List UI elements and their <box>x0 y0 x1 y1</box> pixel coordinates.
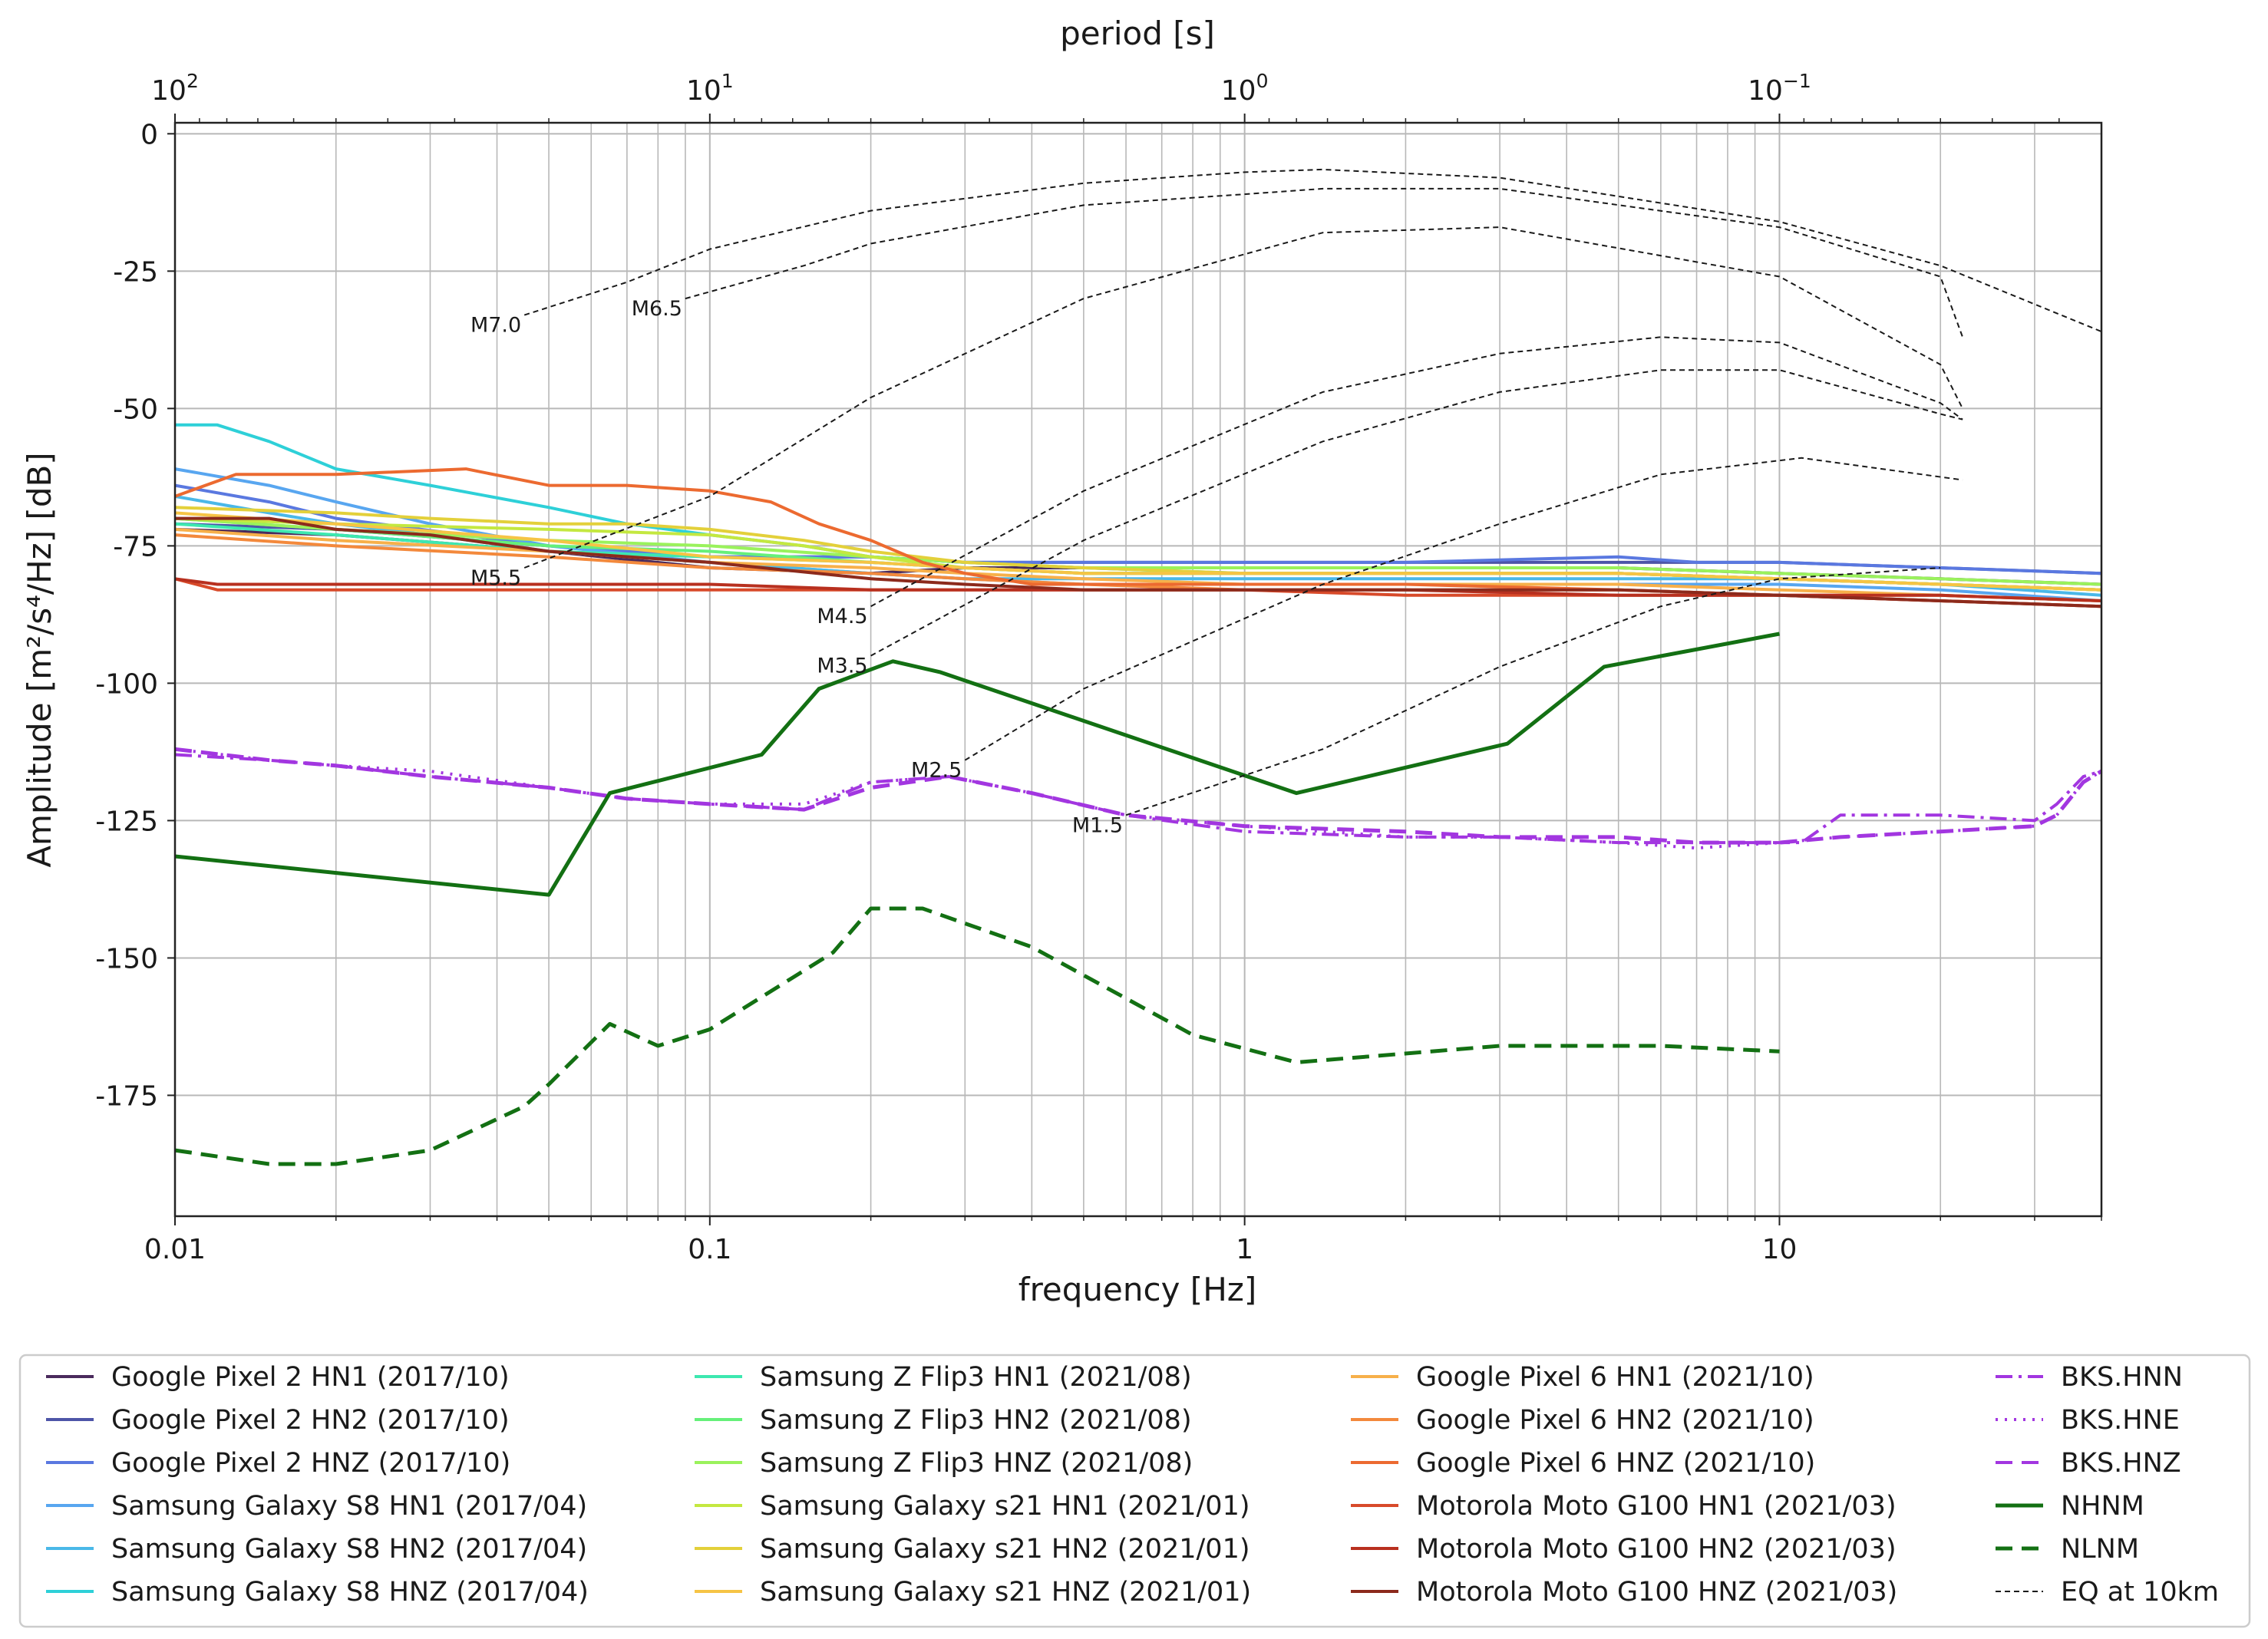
legend-entry-motorola-moto-g100-hn1-2021-03: Motorola Moto G100 HN1 (2021/03) <box>1416 1491 1897 1522</box>
legend-entry-bks-hnz: BKS.HNZ <box>2061 1448 2181 1479</box>
eq-curve-m2-5 <box>964 457 1963 761</box>
eq-label-m3-5: M3.5 <box>817 655 867 678</box>
eq-curve-m7-0 <box>523 168 2102 333</box>
y-tick-label: -175 <box>95 1080 158 1112</box>
eq-label-m6-5: M6.5 <box>632 297 682 321</box>
series-line-bks-hnz <box>174 747 2103 845</box>
legend-entry-google-pixel-2-hn1-2017-10: Google Pixel 2 HN1 (2017/10) <box>111 1362 510 1393</box>
eq-curve-m3-5 <box>870 369 1963 657</box>
eq-label-m1-5: M1.5 <box>1072 813 1123 837</box>
eq-curve-m5-5 <box>523 226 1963 569</box>
series-line-motorola-moto-g100-hnz-2021-03 <box>175 516 2102 608</box>
x-axis-label: frequency [Hz] <box>1018 1271 1256 1308</box>
legend-entry-samsung-galaxy-s21-hn2-2021-01: Samsung Galaxy s21 HN2 (2021/01) <box>760 1534 1250 1565</box>
eq-label-m4-5: M4.5 <box>817 605 867 628</box>
legend-entry-samsung-z-flip3-hn1-2021-08: Samsung Z Flip3 HN1 (2021/08) <box>760 1362 1192 1393</box>
legend-entry-eq-at-10km: EQ at 10km <box>2061 1577 2219 1608</box>
legend-entry-google-pixel-6-hnz-2021-10: Google Pixel 6 HNZ (2021/10) <box>1416 1448 1815 1479</box>
legend-entry-google-pixel-2-hnz-2017-10: Google Pixel 2 HNZ (2017/10) <box>111 1448 510 1479</box>
y-tick-label: -100 <box>95 668 158 700</box>
top-tick-label: 102 <box>151 70 199 107</box>
legend-entry-samsung-z-flip3-hn2-2021-08: Samsung Z Flip3 HN2 (2021/08) <box>760 1405 1192 1436</box>
grid-lines <box>174 123 2102 1216</box>
y-tick-label: 0 <box>140 119 158 150</box>
y-tick-label: -75 <box>113 531 158 562</box>
legend-entry-bks-hne: BKS.HNE <box>2061 1405 2180 1436</box>
series-line-nlnm <box>174 906 1780 1166</box>
eq-curve-m6-5 <box>685 187 1964 338</box>
legend-entry-samsung-galaxy-s21-hnz-2021-01: Samsung Galaxy s21 HNZ (2021/01) <box>760 1577 1251 1608</box>
y-tick-label: -125 <box>95 806 158 837</box>
legend-entry-bks-hnn: BKS.HNN <box>2061 1362 2183 1393</box>
legend-entry-samsung-galaxy-s21-hn1-2021-01: Samsung Galaxy s21 HN1 (2021/01) <box>760 1491 1250 1522</box>
legend-entry-samsung-galaxy-s8-hn2-2017-04: Samsung Galaxy S8 HN2 (2017/04) <box>111 1534 587 1565</box>
legend-entry-samsung-z-flip3-hnz-2021-08: Samsung Z Flip3 HNZ (2021/08) <box>760 1448 1193 1479</box>
y-tick-label: -150 <box>95 943 158 974</box>
legend-entry-motorola-moto-g100-hn2-2021-03: Motorola Moto G100 HN2 (2021/03) <box>1416 1534 1897 1565</box>
top-axis-ticks: 102 101 100 10−1 <box>151 70 2060 123</box>
legend-entry-motorola-moto-g100-hnz-2021-03: Motorola Moto G100 HNZ (2021/03) <box>1416 1577 1897 1608</box>
eq-curve-m4-5 <box>870 336 1963 608</box>
top-tick-label: 10−1 <box>1748 70 1811 107</box>
legend: Google Pixel 2 HN1 (2017/10) Google Pixel… <box>18 1354 2251 1628</box>
legend-entry-samsung-galaxy-s8-hn1-2017-04: Samsung Galaxy S8 HN1 (2017/04) <box>111 1491 587 1522</box>
legend-frame <box>18 1354 2251 1628</box>
top-tick-label: 100 <box>1221 70 1269 107</box>
series-line-samsung-galaxy-s21-hnz-2021-01 <box>174 511 2102 592</box>
y-tick-label: -50 <box>113 394 158 425</box>
x-tick-label: 10 <box>1762 1234 1798 1265</box>
legend-entry-google-pixel-2-hn2-2017-10: Google Pixel 2 HN2 (2017/10) <box>111 1405 510 1436</box>
legend-entry-google-pixel-6-hn2-2021-10: Google Pixel 6 HN2 (2021/10) <box>1416 1405 1814 1436</box>
y-axis-label: Amplitude [m²/s⁴/Hz] [dB] <box>21 452 58 867</box>
y-axis-ticks: 0 -25 -50 -75 -100 -125 -150 -175 <box>95 119 175 1112</box>
x-tick-label: 0.01 <box>144 1234 206 1265</box>
series-line-bks-hnn <box>174 753 2102 845</box>
eq-label-m5-5: M5.5 <box>470 566 521 590</box>
plot-frame <box>173 121 2103 1218</box>
x-tick-label: 0.1 <box>688 1234 731 1265</box>
eq-curve-m1-5 <box>1125 567 1941 816</box>
x-axis-ticks: 0.01 0.1 1 10 <box>144 1216 2102 1265</box>
eq-label-m7-0: M7.0 <box>470 314 521 338</box>
top-tick-label: 101 <box>686 70 734 107</box>
legend-entry-samsung-galaxy-s8-hnz-2017-04: Samsung Galaxy S8 HNZ (2017/04) <box>111 1577 589 1608</box>
top-axis-label: period [s] <box>1060 15 1215 52</box>
legend-entry-nhnm: NHNM <box>2061 1491 2144 1522</box>
series-line-nhnm <box>174 632 1780 897</box>
series-layer <box>174 168 2103 1166</box>
series-line-samsung-galaxy-s8-hnz-2017-04 <box>175 423 2102 592</box>
legend-entry-google-pixel-6-hn1-2021-10: Google Pixel 6 HN1 (2021/10) <box>1416 1362 1814 1393</box>
eq-curve-labels: M7.0 M6.5 M5.5 M4.5 M3.5 M2.5 M1.5 <box>470 297 1123 837</box>
series-line-google-pixel-2-hnz-2017-10 <box>174 483 2102 575</box>
x-tick-label: 1 <box>1236 1234 1253 1265</box>
eq-label-m2-5: M2.5 <box>911 759 962 783</box>
legend-entry-nlnm: NLNM <box>2061 1534 2139 1565</box>
y-tick-label: -25 <box>113 256 158 288</box>
